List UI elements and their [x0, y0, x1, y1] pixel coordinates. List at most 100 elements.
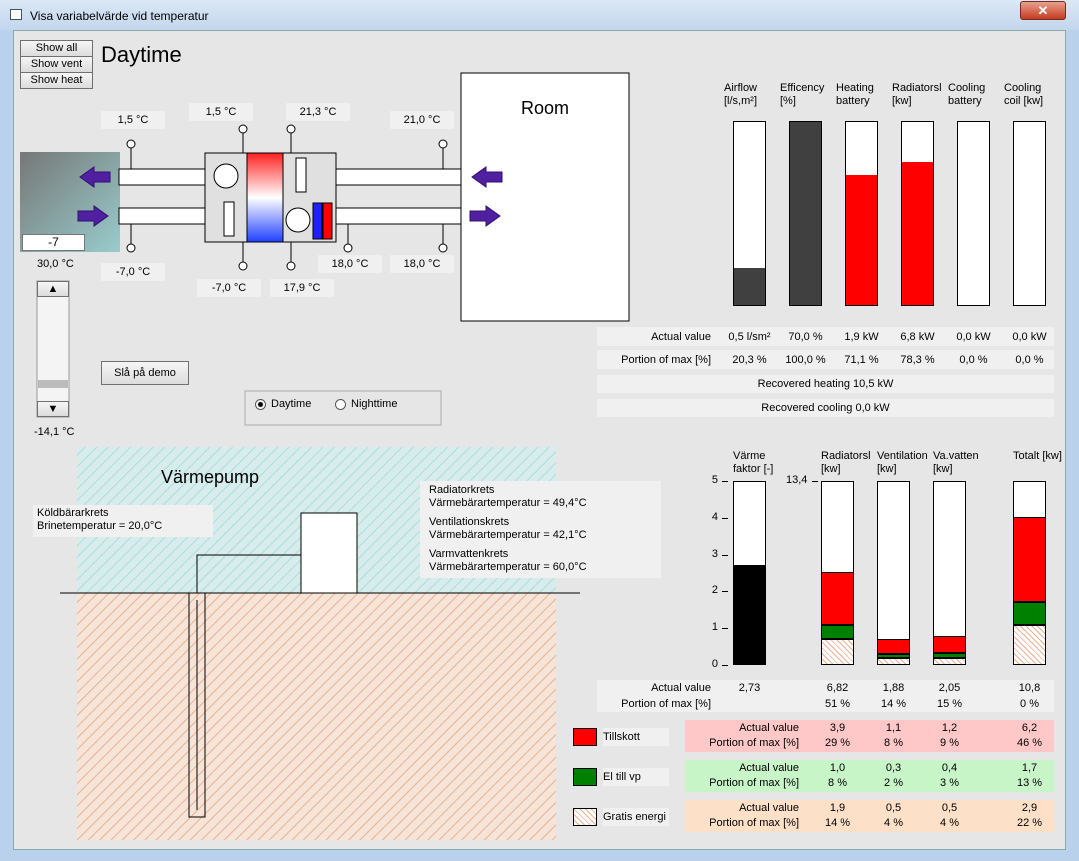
cop-header: Värme faktor [-] [733, 450, 774, 475]
portion-label: Portion of max [%] [621, 698, 711, 710]
temperature-label: 21,3 °C [286, 103, 350, 121]
radio[interactable] [255, 399, 266, 410]
cop-bar [733, 564, 766, 665]
gauge-fill [734, 267, 765, 305]
actual-label: Actual value [739, 722, 799, 734]
radio-label: Nighttime [351, 398, 398, 410]
segment-portion: 8 % [884, 737, 903, 749]
gauge-fill [790, 122, 821, 305]
nav-button[interactable]: Show vent [20, 56, 93, 73]
gauge-actual: 0,0 kW [1012, 331, 1047, 343]
series-row [685, 800, 1054, 832]
cop-value: 2,73 [738, 682, 761, 694]
segment-value: 0,5 [941, 802, 958, 814]
segment-value: 1,1 [885, 722, 902, 734]
gauge-actual: 0,0 kW [956, 331, 991, 343]
row-bg [597, 327, 1054, 346]
portion-label: Portion of max [%] [709, 817, 799, 829]
gauge-portion: 71,1 % [844, 354, 879, 366]
energy-bar-bg [877, 481, 910, 665]
temperature-label: 1,5 °C [101, 111, 165, 129]
segment-value: 0,5 [885, 802, 902, 814]
nav-button[interactable]: Show all [20, 40, 93, 57]
gauge-portion: 20,3 % [732, 354, 767, 366]
segment-value: 1,9 [829, 802, 846, 814]
gauge-header: Radiatorsl [kw] [892, 82, 942, 107]
portion-label: Portion of max [%] [709, 737, 799, 749]
segment-value: 1,7 [1021, 762, 1038, 774]
total-value: 6,82 [826, 682, 849, 694]
gauge-actual: 6,8 kW [900, 331, 935, 343]
radio[interactable] [335, 399, 346, 410]
actual-label: Actual value [651, 331, 711, 343]
series-row [685, 760, 1054, 792]
recovered-label: Recovered cooling 0,0 kW [597, 399, 1054, 417]
circuit-name: Radiatorkrets [429, 484, 495, 496]
gauge-portion: 0,0 % [959, 354, 988, 366]
row-bg [597, 680, 1054, 712]
actual-label: Actual value [651, 682, 711, 694]
demo-button[interactable]: Slå på demo [101, 361, 189, 385]
energy-segment [821, 625, 854, 639]
temperature-label: 21,0 °C [390, 111, 454, 129]
gauge-actual: 70,0 % [788, 331, 823, 343]
temperature-label: 18,0 °C [318, 255, 382, 273]
energy-segment [1013, 601, 1046, 626]
segment-value: 1,2 [941, 722, 958, 734]
series-row [685, 720, 1054, 752]
kw-max-tick [812, 481, 818, 482]
segment-value: 0,3 [885, 762, 902, 774]
temperature-label: -7,0 °C [101, 263, 165, 281]
slider-down[interactable]: ▼ [37, 401, 69, 417]
energy-segment [821, 638, 854, 665]
segment-portion: 4 % [884, 817, 903, 829]
segment-portion: 3 % [940, 777, 959, 789]
energy-header: Va.vatten [kw] [933, 450, 979, 475]
recovered-label: Recovered heating 10,5 kW [597, 375, 1054, 393]
outdoor-input[interactable]: -7 [22, 234, 85, 251]
energy-segment [877, 658, 910, 665]
total-value: 2,05 [938, 682, 961, 694]
slider-up[interactable]: ▲ [37, 281, 69, 297]
energy-segment [821, 571, 854, 626]
gauge-header: Efficency [%] [780, 82, 825, 107]
total-value: 1,88 [882, 682, 905, 694]
circuit-temp: Värmebärartemperatur = 42,1°C [429, 529, 587, 541]
close-button[interactable]: ✕ [1020, 1, 1066, 20]
energy-header: Radiatorsl [kw] [821, 450, 871, 475]
portion-label: Portion of max [%] [621, 354, 711, 366]
nav-button[interactable]: Show heat [20, 72, 93, 89]
energy-header: Totalt [kw] [1013, 450, 1062, 462]
kw-max-label: 13,4 [786, 474, 808, 486]
segment-value: 6,2 [1021, 722, 1038, 734]
y-tick-label: 5 [711, 474, 718, 486]
temperature-label: -7,0 °C [197, 279, 261, 297]
gauge-actual: 0,5 l/sm² [728, 331, 771, 343]
segment-portion: 22 % [1016, 817, 1043, 829]
segment-value: 0,4 [941, 762, 958, 774]
energy-segment [933, 652, 966, 659]
legend-label: Gratis energi [603, 808, 669, 826]
circuit-temp: Värmebärartemperatur = 60,0°C [429, 561, 587, 573]
y-tick-label: 2 [711, 584, 718, 597]
legend-swatch [573, 808, 597, 826]
gauge-bar [957, 121, 990, 306]
y-tick [722, 517, 728, 519]
y-tick [722, 665, 728, 666]
energy-segment [933, 658, 966, 665]
title-bar [0, 0, 1079, 30]
segment-portion: 46 % [1016, 737, 1043, 749]
temperature-label: 17,9 °C [270, 279, 334, 297]
segment-portion: 9 % [940, 737, 959, 749]
y-tick [722, 481, 728, 482]
portion-label: Portion of max [%] [709, 777, 799, 789]
legend-swatch [573, 728, 597, 746]
y-tick [722, 554, 728, 556]
row-bg [597, 350, 1054, 369]
window-title: Visa variabelvärde vid temperatur [30, 9, 209, 23]
gauge-header: Cooling battery [kw] [948, 82, 986, 107]
brine-box [33, 505, 213, 537]
temperature-label: 18,0 °C [390, 255, 454, 273]
brine-text: Köldbärarkrets [37, 507, 109, 519]
